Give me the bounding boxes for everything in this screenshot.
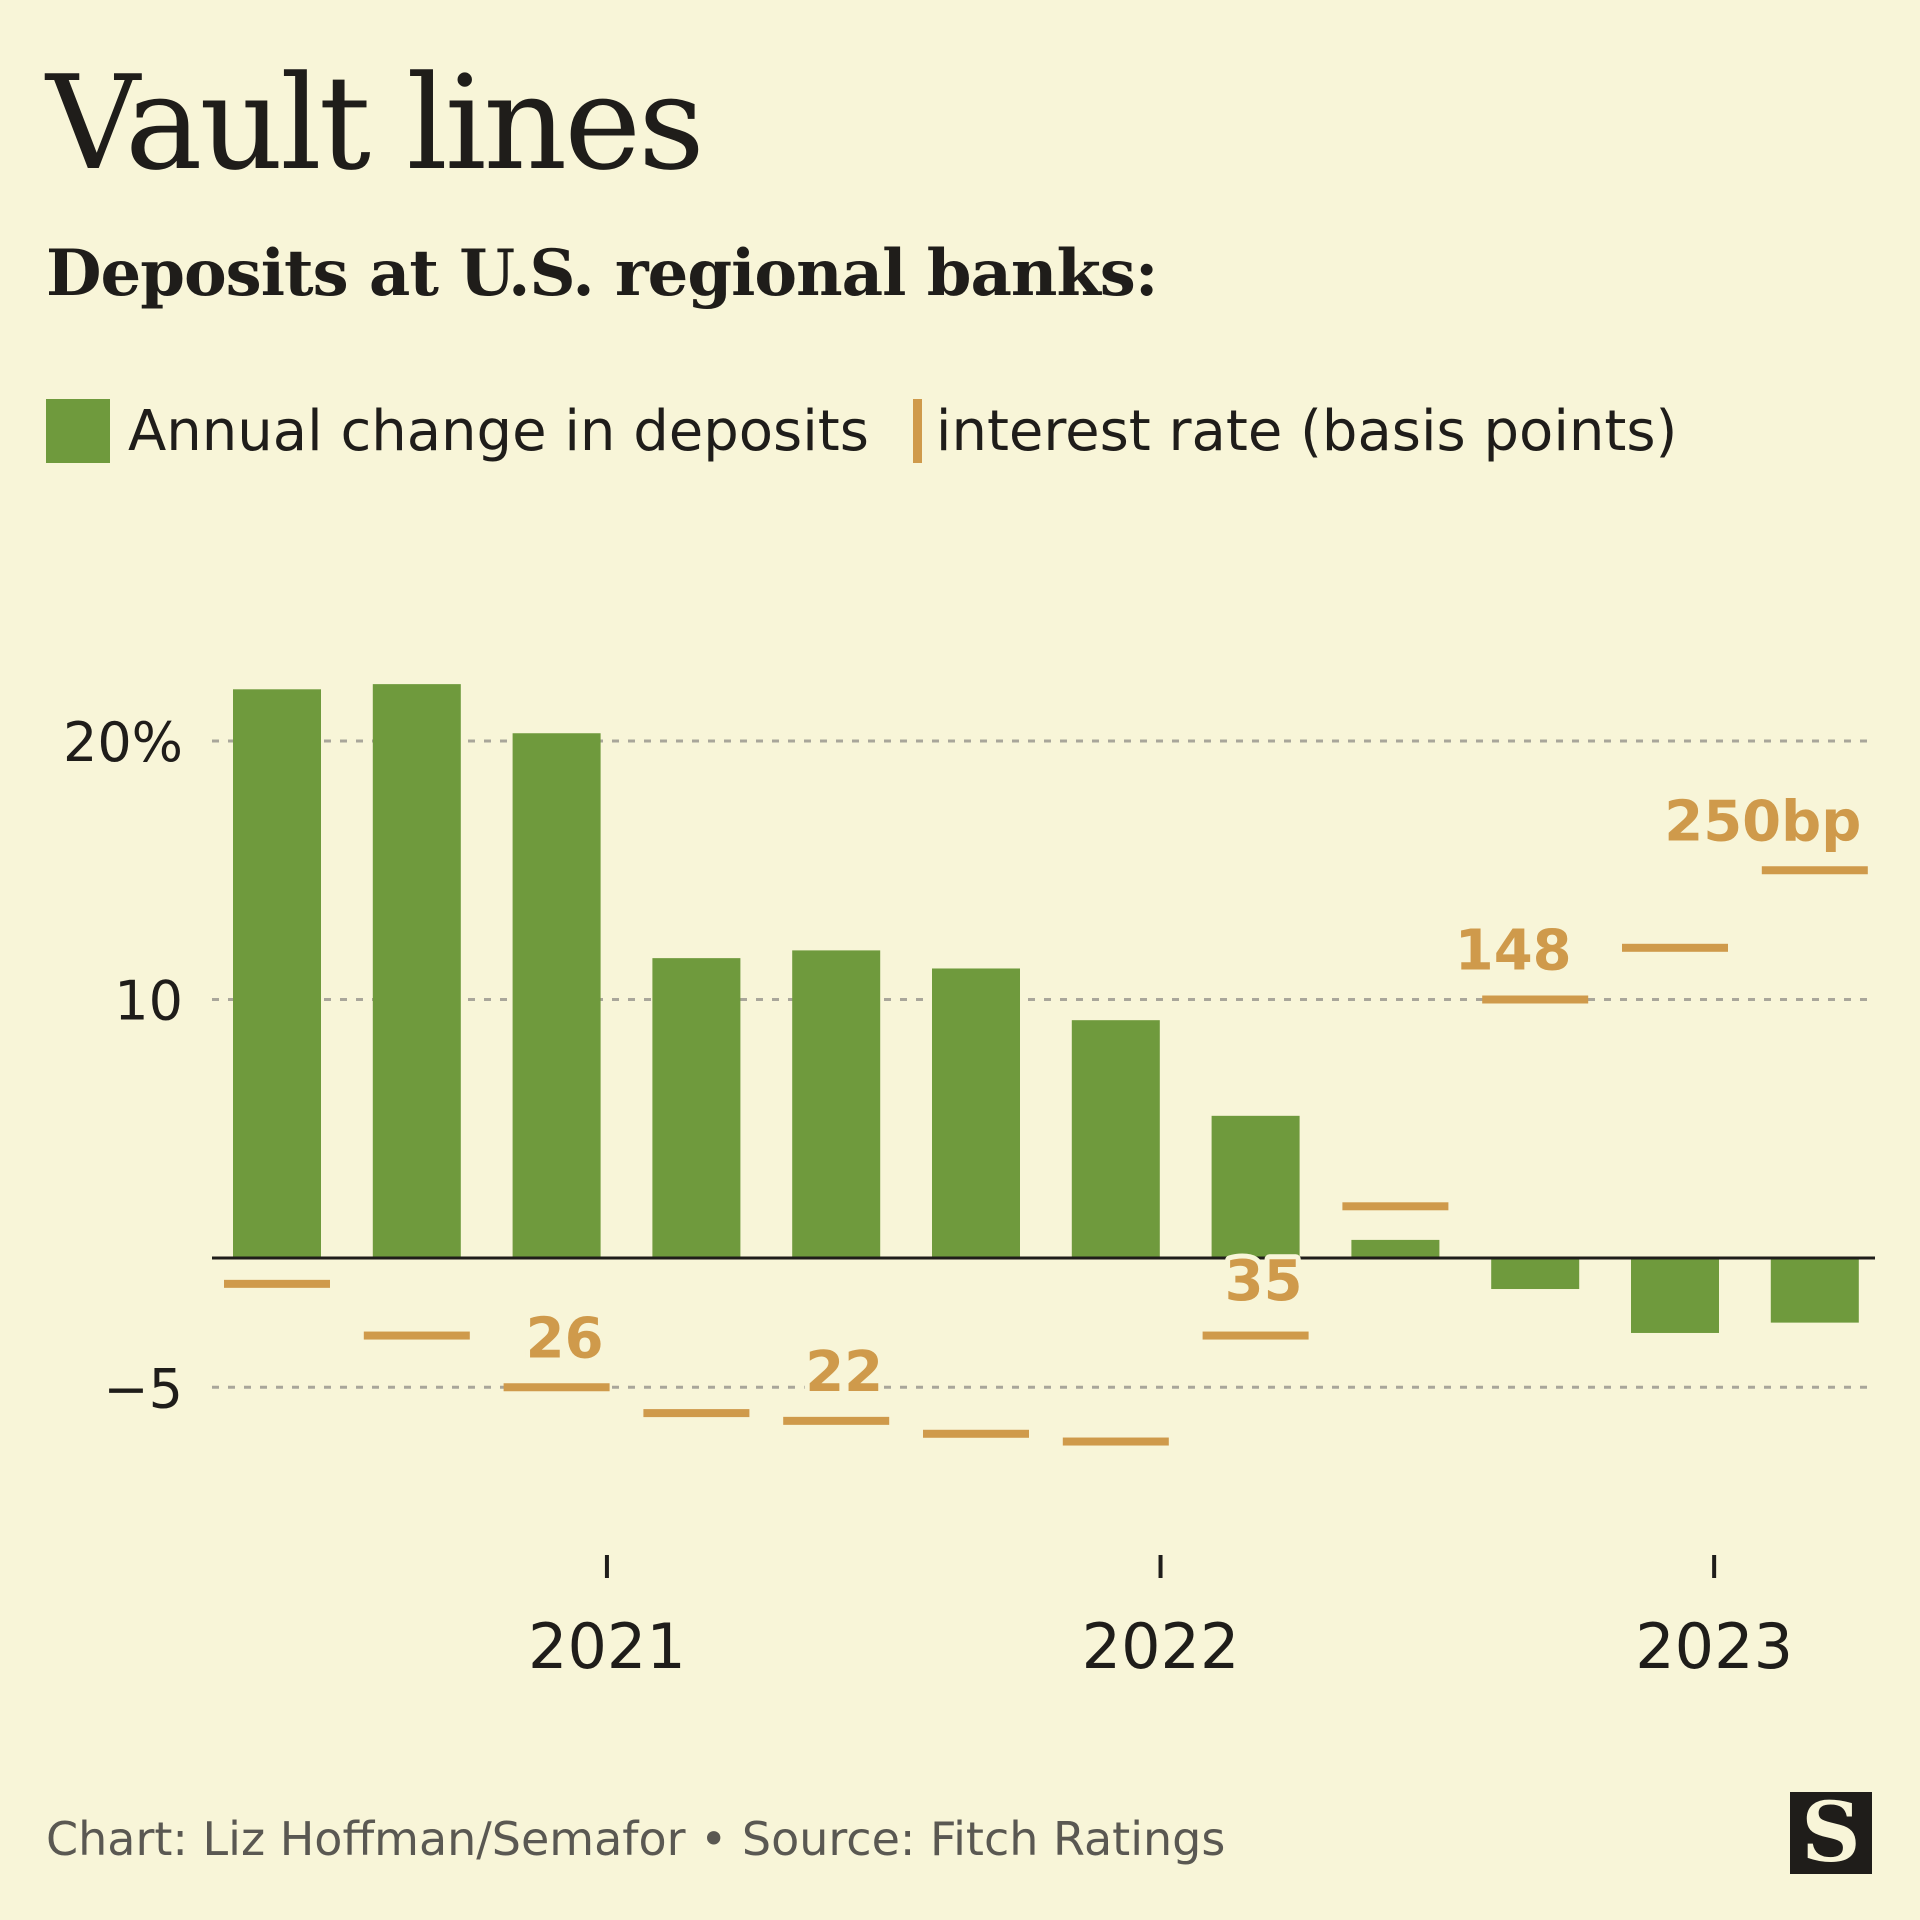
rate-label: 35 (1225, 1249, 1303, 1314)
rate-tick (1761, 866, 1868, 875)
rate-label: 22 (805, 1340, 883, 1405)
rate-label: 148 (1455, 919, 1572, 984)
deposit-bar (932, 968, 1020, 1258)
x-tick-label: 2021 (528, 1610, 686, 1683)
deposit-bar (1770, 1258, 1859, 1323)
rate-label: 250bp (1664, 789, 1861, 854)
rate-tick (503, 1383, 610, 1392)
deposit-bar (233, 689, 321, 1258)
chart-title: Vault lines (46, 47, 705, 199)
deposit-bar (1211, 1115, 1300, 1258)
rate-tick (224, 1279, 330, 1288)
semafor-logo: S (1790, 1792, 1872, 1874)
legend-ticks-label: interest rate (basis points) (935, 398, 1678, 464)
rate-tick (1482, 995, 1589, 1004)
deposit-bar (372, 684, 461, 1258)
deposit-bar (652, 958, 741, 1258)
rate-tick (783, 1416, 890, 1425)
deposit-bar (1491, 1258, 1580, 1290)
rate-tick (363, 1331, 470, 1340)
deposit-bar (512, 733, 601, 1258)
rate-tick (1622, 943, 1728, 952)
deposit-bar (1631, 1258, 1719, 1333)
chart-subtitle: Deposits at U.S. regional banks: (46, 236, 1158, 311)
legend: Annual change in deposits interest rate … (46, 398, 1677, 464)
rate-tick (1342, 1202, 1449, 1211)
y-tick-label: 20% (63, 711, 183, 774)
rate-tick (923, 1429, 1029, 1438)
rate-label: 26 (526, 1306, 604, 1371)
deposit-bar (1351, 1239, 1440, 1258)
rate-tick (1062, 1437, 1169, 1446)
rate-tick (1202, 1331, 1309, 1340)
deposit-bar (792, 950, 881, 1258)
rate-tick (643, 1409, 750, 1418)
y-tick-label: −5 (103, 1357, 183, 1420)
legend-tick-swatch (912, 399, 922, 463)
y-tick-label: 10 (114, 970, 183, 1033)
deposit-bar (1071, 1020, 1160, 1258)
source-credit: Chart: Liz Hoffman/Semafor • Source: Fit… (46, 1812, 1226, 1866)
x-tick-label: 2023 (1635, 1610, 1793, 1683)
legend-bar-swatch (46, 399, 110, 463)
logo-letter: S (1801, 1785, 1861, 1881)
legend-bars-label: Annual change in deposits (128, 398, 869, 464)
x-tick-label: 2022 (1082, 1610, 1240, 1683)
